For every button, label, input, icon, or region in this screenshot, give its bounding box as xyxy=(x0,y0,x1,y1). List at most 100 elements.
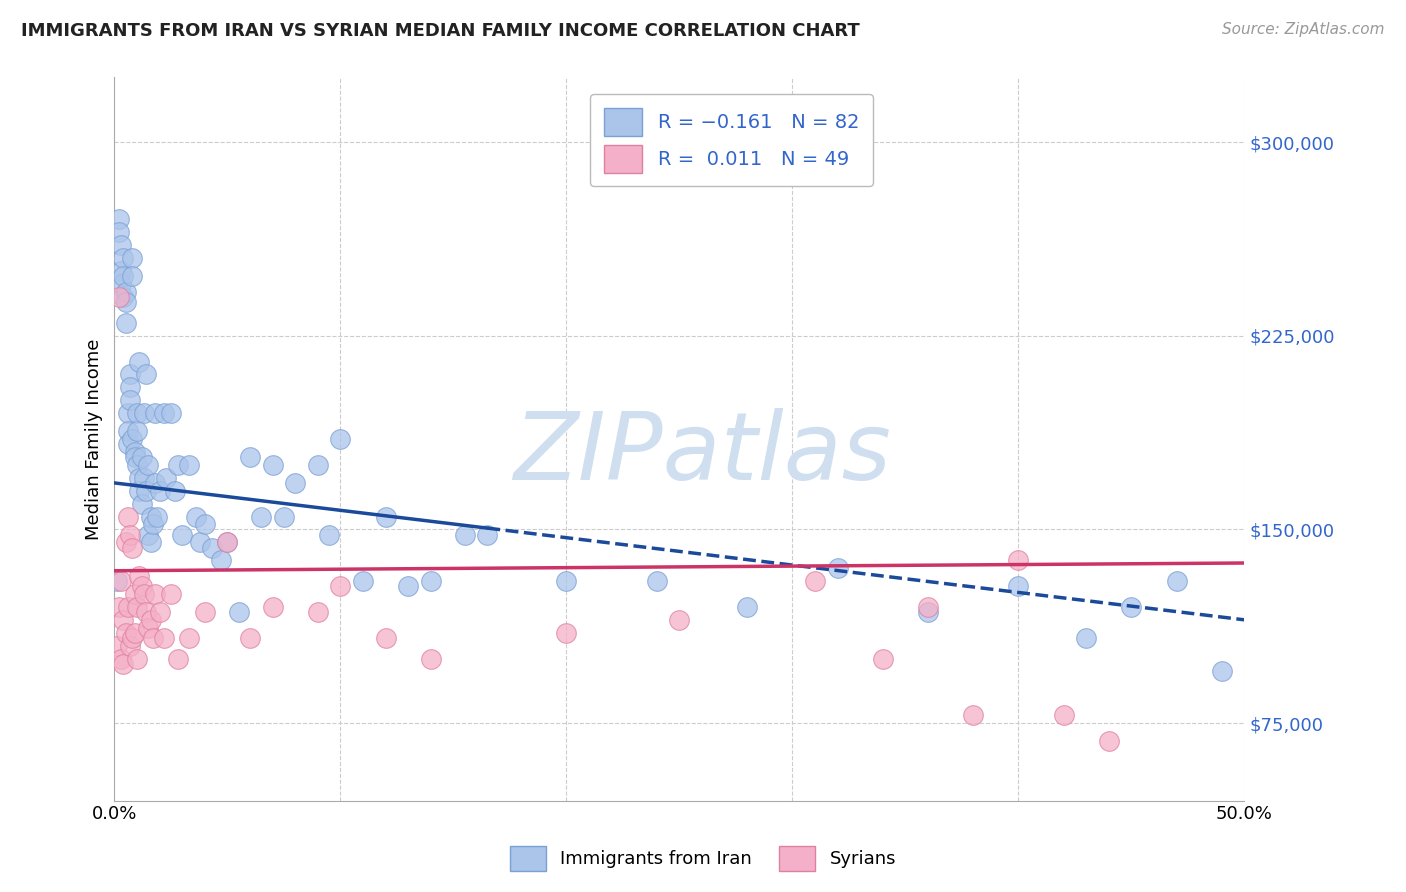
Point xyxy=(120,368,142,382)
Point xyxy=(135,368,157,382)
Point xyxy=(273,509,295,524)
Legend: R = −0.161   N = 82, R =  0.011   N = 49: R = −0.161 N = 82, R = 0.011 N = 49 xyxy=(591,95,873,186)
Point xyxy=(166,651,188,665)
Point xyxy=(131,579,153,593)
Point xyxy=(262,599,284,614)
Point xyxy=(110,574,132,588)
Point xyxy=(121,269,143,284)
Point xyxy=(217,535,239,549)
Point xyxy=(477,527,499,541)
Point xyxy=(239,631,262,645)
Point xyxy=(142,517,165,532)
Point xyxy=(117,406,139,420)
Point xyxy=(396,579,419,593)
Point xyxy=(307,458,329,472)
Point xyxy=(114,535,136,549)
Point xyxy=(668,613,690,627)
Point xyxy=(124,450,146,464)
Point xyxy=(112,657,135,671)
Point xyxy=(917,605,939,619)
Point xyxy=(125,599,148,614)
Point xyxy=(146,509,169,524)
Point xyxy=(124,445,146,459)
Point xyxy=(132,406,155,420)
Point xyxy=(128,354,150,368)
Point xyxy=(374,509,396,524)
Point xyxy=(143,406,166,420)
Point xyxy=(307,605,329,619)
Point xyxy=(209,553,232,567)
Point xyxy=(177,458,200,472)
Point xyxy=(112,613,135,627)
Point xyxy=(120,639,142,653)
Point xyxy=(419,574,441,588)
Point xyxy=(165,483,187,498)
Point xyxy=(160,406,183,420)
Legend: Immigrants from Iran, Syrians: Immigrants from Iran, Syrians xyxy=(502,838,904,879)
Point xyxy=(153,406,176,420)
Point xyxy=(645,574,668,588)
Point xyxy=(160,587,183,601)
Point xyxy=(128,471,150,485)
Text: ZIPatlas: ZIPatlas xyxy=(513,408,891,499)
Point xyxy=(555,574,578,588)
Point xyxy=(128,483,150,498)
Point xyxy=(121,631,143,645)
Point xyxy=(110,264,132,278)
Point xyxy=(318,527,340,541)
Point xyxy=(117,437,139,451)
Point xyxy=(735,599,758,614)
Point xyxy=(125,424,148,438)
Point xyxy=(105,574,128,588)
Point xyxy=(352,574,374,588)
Point xyxy=(110,238,132,252)
Point xyxy=(114,295,136,310)
Point xyxy=(1166,574,1188,588)
Point xyxy=(1007,579,1029,593)
Point xyxy=(194,517,217,532)
Point xyxy=(149,605,172,619)
Point xyxy=(184,509,207,524)
Point xyxy=(155,471,177,485)
Point xyxy=(136,458,159,472)
Point xyxy=(125,651,148,665)
Point xyxy=(108,226,131,240)
Point xyxy=(872,651,894,665)
Point xyxy=(419,651,441,665)
Point xyxy=(555,625,578,640)
Point xyxy=(132,471,155,485)
Point xyxy=(262,458,284,472)
Point xyxy=(1121,599,1143,614)
Point xyxy=(128,569,150,583)
Point xyxy=(117,424,139,438)
Point xyxy=(117,599,139,614)
Point xyxy=(121,432,143,446)
Point xyxy=(139,509,162,524)
Y-axis label: Median Family Income: Median Family Income xyxy=(86,338,103,540)
Text: IMMIGRANTS FROM IRAN VS SYRIAN MEDIAN FAMILY INCOME CORRELATION CHART: IMMIGRANTS FROM IRAN VS SYRIAN MEDIAN FA… xyxy=(21,22,860,40)
Point xyxy=(139,613,162,627)
Point xyxy=(149,483,172,498)
Point xyxy=(177,631,200,645)
Point xyxy=(153,631,176,645)
Point xyxy=(131,450,153,464)
Point xyxy=(121,252,143,266)
Point xyxy=(112,252,135,266)
Point xyxy=(827,561,849,575)
Point xyxy=(125,406,148,420)
Point xyxy=(114,285,136,299)
Point xyxy=(239,450,262,464)
Point xyxy=(188,535,211,549)
Point xyxy=(131,497,153,511)
Point xyxy=(136,621,159,635)
Point xyxy=(108,290,131,304)
Point xyxy=(108,212,131,227)
Point xyxy=(166,458,188,472)
Point xyxy=(1052,708,1074,723)
Point xyxy=(143,475,166,490)
Point xyxy=(105,639,128,653)
Point xyxy=(194,605,217,619)
Point xyxy=(110,651,132,665)
Point xyxy=(117,509,139,524)
Point xyxy=(172,527,194,541)
